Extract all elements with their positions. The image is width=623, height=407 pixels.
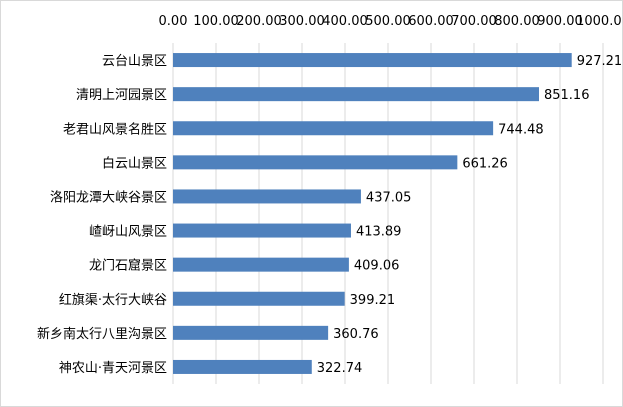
category-label: 龙门石窟景区 xyxy=(89,258,167,274)
data-label: 661.26 xyxy=(462,156,508,171)
category-label: 神农山·青天河景区 xyxy=(59,361,167,376)
category-label: 新乡南太行八里沟景区 xyxy=(37,326,167,342)
bar xyxy=(173,223,351,238)
bar xyxy=(173,87,539,102)
data-label: 851.16 xyxy=(544,88,590,103)
bar xyxy=(173,291,345,306)
bar xyxy=(173,121,494,136)
bars xyxy=(173,53,572,374)
bar xyxy=(173,359,312,374)
bar xyxy=(173,189,361,204)
bar xyxy=(173,155,458,170)
data-label: 399.21 xyxy=(350,293,396,308)
x-tick-label: 800.00 xyxy=(494,14,540,29)
data-label: 744.48 xyxy=(498,122,544,137)
x-tick-label: 200.00 xyxy=(236,14,282,29)
bar xyxy=(173,325,329,340)
category-label: 清明上河园景区 xyxy=(76,88,167,103)
bar xyxy=(173,257,349,272)
x-tick-label: 400.00 xyxy=(322,14,368,29)
data-label: 927.21 xyxy=(577,54,622,69)
data-labels: 927.21 851.16 744.48 661.26 437.05 413.89 409.… xyxy=(317,54,622,376)
x-tick-label: 700.00 xyxy=(451,14,497,29)
x-tick-label: 500.00 xyxy=(365,14,411,29)
x-tick-label: 300.00 xyxy=(279,14,325,29)
category-label: 红旗渠·太行大峡谷 xyxy=(59,292,167,308)
category-label: 云台山景区 xyxy=(102,54,167,69)
bar xyxy=(173,53,572,68)
category-label: 白云山景区 xyxy=(102,155,167,171)
category-label: 老君山风景名胜区 xyxy=(63,121,167,137)
x-axis-tick-labels: 0.00 100.00200.00300.00400.00500.00600.00… xyxy=(159,14,622,29)
x-tick-label: 0.00 xyxy=(159,14,188,29)
category-labels: 云台山景区清明上河园景区老君山风景名胜区白云山景区洛阳龙潭大峡谷景区嵖岈山风景区… xyxy=(37,54,167,376)
x-tick-label: 600.00 xyxy=(408,14,454,29)
data-label: 360.76 xyxy=(333,327,379,342)
data-label: 409.06 xyxy=(354,259,400,274)
data-label: 437.05 xyxy=(366,190,412,205)
category-label: 嵖岈山风景区 xyxy=(89,225,167,240)
data-label: 322.74 xyxy=(317,361,363,376)
x-tick-label: 100.00 xyxy=(193,14,239,29)
data-label: 413.89 xyxy=(356,225,402,240)
x-tick-label: 1000.00 xyxy=(576,14,622,29)
x-tick-label: 900.00 xyxy=(537,14,583,29)
category-label: 洛阳龙潭大峡谷景区 xyxy=(50,190,167,205)
